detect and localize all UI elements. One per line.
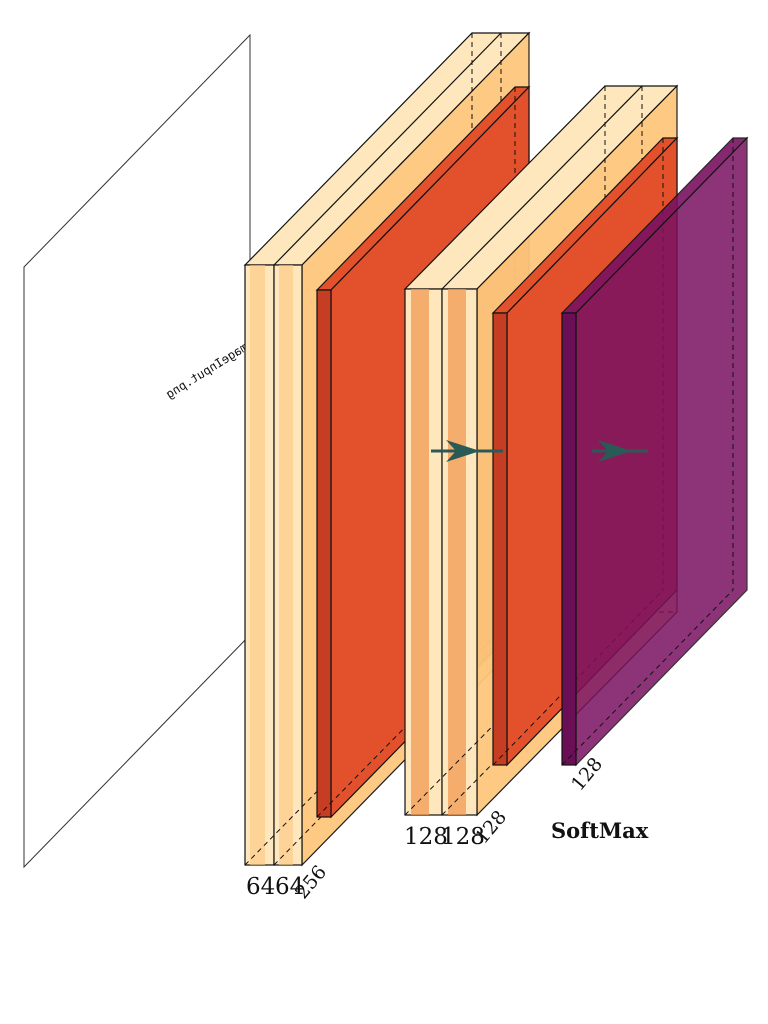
block1-conv2-channels: 64 [275, 874, 304, 900]
block2-conv2-channels: 128 [441, 824, 485, 850]
softmax-layer [560, 136, 749, 767]
block2-conv1-channels: 128 [404, 824, 448, 850]
arrow-right-icon [592, 440, 648, 462]
arrow-right-icon [431, 440, 503, 462]
softmax-label: SoftMax [551, 818, 649, 843]
block1-conv1-channels: 64 [246, 874, 275, 900]
input-image-plane: ImageInput.png [23, 33, 256, 869]
